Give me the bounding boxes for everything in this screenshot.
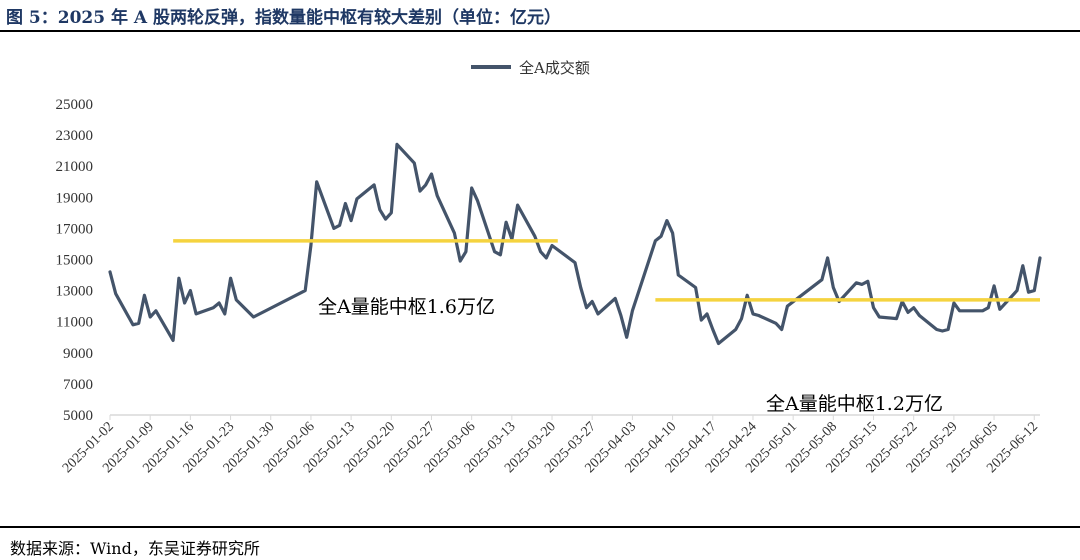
y-tick-label: 25000 xyxy=(56,97,94,113)
y-tick-label: 9000 xyxy=(63,346,93,362)
figure-title: 图 5：2025 年 A 股两轮反弹，指数量能中枢有较大差别（单位：亿元） xyxy=(6,8,562,28)
y-tick-label: 23000 xyxy=(56,128,94,144)
y-tick-label: 21000 xyxy=(56,159,94,175)
y-axis: 5000 7000 9000 11000 13000 15000 17000 19000 210… xyxy=(56,97,94,424)
line-chart: 5000 7000 9000 11000 13000 15000 17000 19000 210… xyxy=(56,59,1042,476)
reference-label: 全A量能中枢1.2万亿 xyxy=(766,393,943,415)
y-tick-label: 7000 xyxy=(63,377,93,393)
source-note: 数据来源：Wind，东吴证券研究所 xyxy=(10,539,260,558)
top-rule xyxy=(0,30,1080,32)
legend-label: 全A成交额 xyxy=(519,59,590,77)
y-tick-label: 19000 xyxy=(56,190,94,206)
y-tick-label: 5000 xyxy=(63,408,93,424)
series-line xyxy=(108,142,1042,346)
bottom-rule xyxy=(0,526,1080,528)
y-tick-label: 11000 xyxy=(56,315,93,331)
y-tick-label: 17000 xyxy=(56,221,94,237)
legend: 全A成交额 xyxy=(471,59,590,77)
y-tick-label: 13000 xyxy=(56,284,94,300)
series-layer xyxy=(108,142,1042,346)
reference-label: 全A量能中枢1.6万亿 xyxy=(318,296,495,318)
x-axis: 2025-01-022025-01-092025-01-162025-01-23… xyxy=(60,414,1041,476)
y-tick-label: 15000 xyxy=(56,253,94,269)
